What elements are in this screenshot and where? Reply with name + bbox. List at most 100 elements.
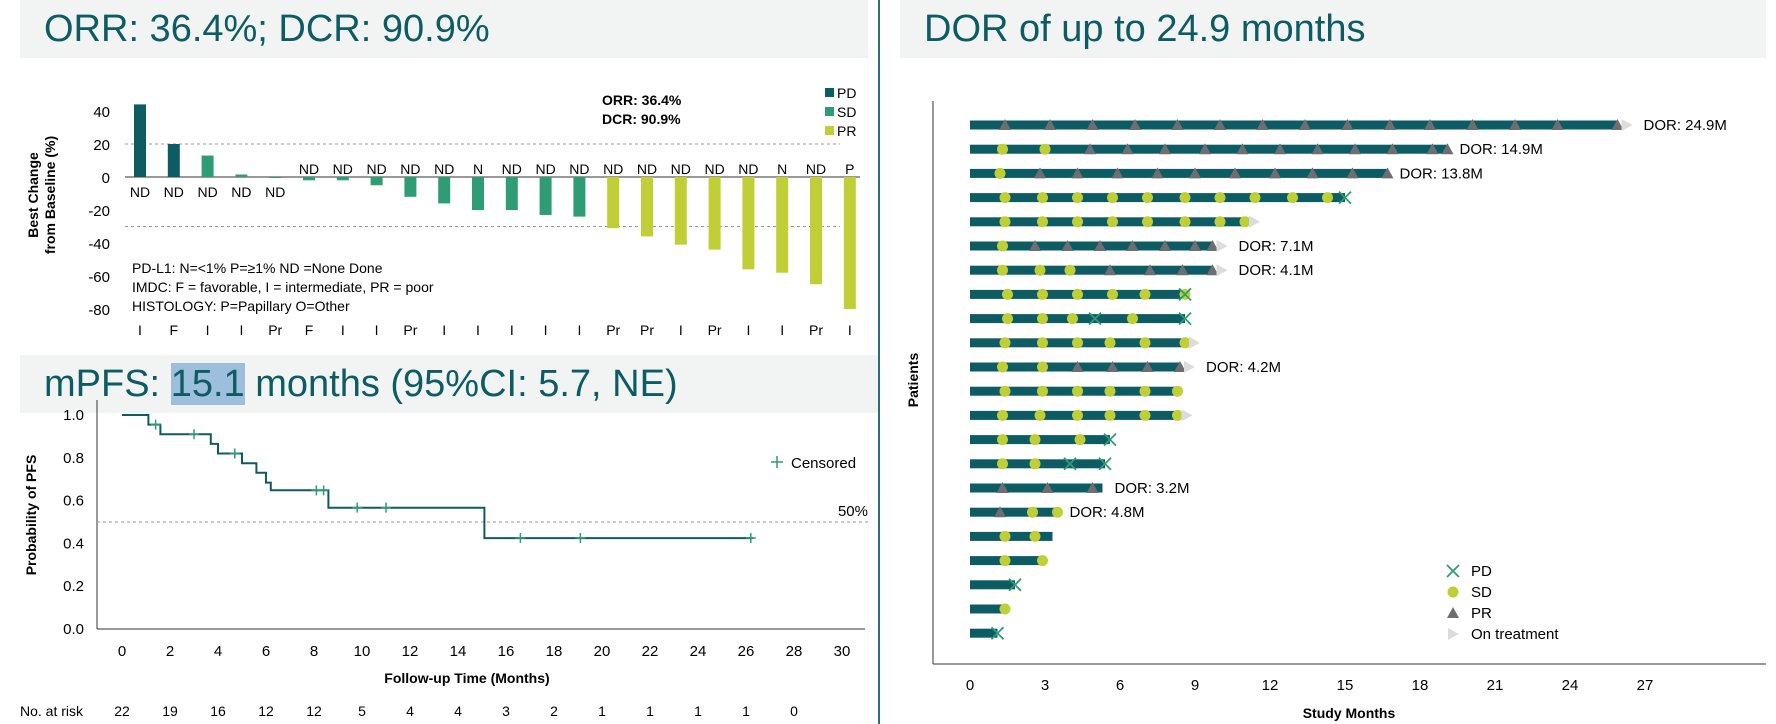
- pdl1-label: ND: [400, 161, 420, 177]
- pr-marker: [1306, 167, 1319, 179]
- pdl1-label: ND: [197, 184, 217, 200]
- footnote: HISTOLOGY: P=Papillary O=Other: [132, 298, 350, 314]
- waterfall-bar: [201, 155, 214, 177]
- x-tick-label: 8: [310, 643, 318, 660]
- pr-marker: [1141, 361, 1154, 372]
- censored-mark: [515, 533, 526, 544]
- pr-marker: [1111, 167, 1124, 179]
- x-tick-label: 15: [1337, 677, 1354, 694]
- orr-dcr-summary: DCR: 90.9%: [602, 111, 681, 127]
- imdc-label: I: [577, 322, 581, 338]
- y-tick-label: -20: [88, 203, 110, 220]
- y-tick-label: 0.2: [63, 578, 84, 595]
- y-tick-label: 0.4: [63, 535, 84, 552]
- legend-label: On treatment: [1471, 626, 1559, 643]
- x-tick-label: 24: [1562, 677, 1579, 694]
- sd-marker: [1074, 434, 1086, 446]
- pr-marker: [1071, 361, 1084, 372]
- pr-marker: [1466, 119, 1479, 130]
- pdl1-label: ND: [603, 161, 623, 177]
- x-axis-label: Study Months: [1303, 705, 1396, 721]
- waterfall-bar: [134, 104, 146, 177]
- x-tick-label: 28: [786, 643, 803, 660]
- pd-marker: [1178, 311, 1192, 326]
- pr-marker: [1426, 143, 1439, 155]
- pr-marker: [1346, 167, 1359, 179]
- sd-marker: [1107, 288, 1118, 300]
- imdc-label: Pr: [268, 322, 282, 338]
- sd-marker: [1037, 216, 1048, 228]
- pr-marker: [1441, 143, 1454, 155]
- on-treatment-arrow: [1216, 264, 1228, 277]
- at-risk-count: 16: [210, 703, 226, 719]
- dor-label: DOR: 13.8M: [1400, 165, 1483, 182]
- waterfall-bar: [641, 177, 653, 237]
- panel-divider: [878, 0, 880, 724]
- pd-marker: [1088, 311, 1102, 326]
- pr-marker: [1551, 119, 1564, 130]
- pr-marker: [1174, 361, 1186, 372]
- pdl1-label: ND: [333, 161, 353, 177]
- legend-swatch-pr: [825, 126, 834, 135]
- imdc-label: I: [544, 322, 548, 338]
- sd-marker: [1179, 192, 1191, 204]
- imdc-label: I: [138, 322, 142, 338]
- patient-bar: [970, 507, 1058, 517]
- pdl1-label: ND: [535, 161, 555, 177]
- sd-marker: [1064, 264, 1076, 276]
- sd-marker: [1104, 337, 1116, 349]
- pdl1-label: ND: [164, 184, 184, 200]
- imdc-label: Pr: [640, 322, 654, 338]
- imdc-label: Pr: [809, 322, 823, 338]
- on-treatment-arrow: [1216, 240, 1228, 252]
- censored-mark: [189, 429, 199, 440]
- sd-marker: [997, 264, 1008, 276]
- pfs-median-value: 15.1: [170, 363, 245, 405]
- pr-marker: [1159, 143, 1171, 155]
- x-tick-label: 6: [262, 643, 270, 660]
- waterfall-bar: [708, 177, 721, 250]
- legend-sd-icon: [1447, 586, 1459, 598]
- waterfall-bar: [235, 174, 248, 177]
- sd-marker: [1072, 337, 1083, 349]
- pr-marker: [1086, 482, 1099, 493]
- footnote: PD-L1: N=<1% P=≥1% ND =None Done: [132, 260, 383, 276]
- at-risk-count: 4: [454, 703, 462, 719]
- pr-marker: [1176, 264, 1189, 276]
- sd-marker: [1142, 192, 1153, 204]
- y-tick-label: 0.8: [63, 450, 84, 467]
- patient-bar: [970, 241, 1213, 251]
- pdl1-label: ND: [434, 161, 454, 177]
- pd-marker: [1063, 457, 1077, 471]
- patient-bar: [970, 265, 1213, 275]
- x-tick-label: 18: [1412, 677, 1429, 694]
- pr-marker: [1189, 167, 1201, 179]
- imdc-label: I: [375, 322, 379, 338]
- imdc-label: I: [679, 322, 683, 338]
- sd-marker: [1072, 385, 1083, 397]
- pdl1-label: ND: [671, 161, 691, 177]
- x-tick-label: 4: [214, 643, 222, 660]
- sd-marker: [1072, 409, 1083, 421]
- pr-marker: [1159, 240, 1171, 251]
- sd-marker: [1039, 143, 1051, 155]
- pr-marker: [1206, 264, 1219, 276]
- waterfall-bar: [573, 177, 586, 217]
- sd-marker: [1037, 313, 1048, 325]
- on-treatment-arrow: [1189, 336, 1200, 349]
- at-risk-count: 22: [114, 703, 130, 719]
- pdl1-label: ND: [366, 161, 386, 177]
- imdc-label: F: [170, 322, 179, 338]
- imdc-label: I: [341, 322, 345, 338]
- sd-marker: [1027, 506, 1038, 518]
- sd-marker: [1002, 288, 1013, 300]
- waterfall-bar: [539, 177, 552, 215]
- x-tick-label: 0: [966, 677, 974, 694]
- sd-marker: [1172, 385, 1183, 397]
- sd-marker: [997, 143, 1008, 155]
- pr-marker: [1611, 119, 1624, 130]
- waterfall-chart: 40 20 0 -20 -40 -60 -80 Best Change from Baselin…: [25, 85, 860, 338]
- waterfall-bar: [674, 177, 687, 245]
- waterfall-bar: [607, 177, 620, 229]
- sd-marker: [997, 458, 1008, 470]
